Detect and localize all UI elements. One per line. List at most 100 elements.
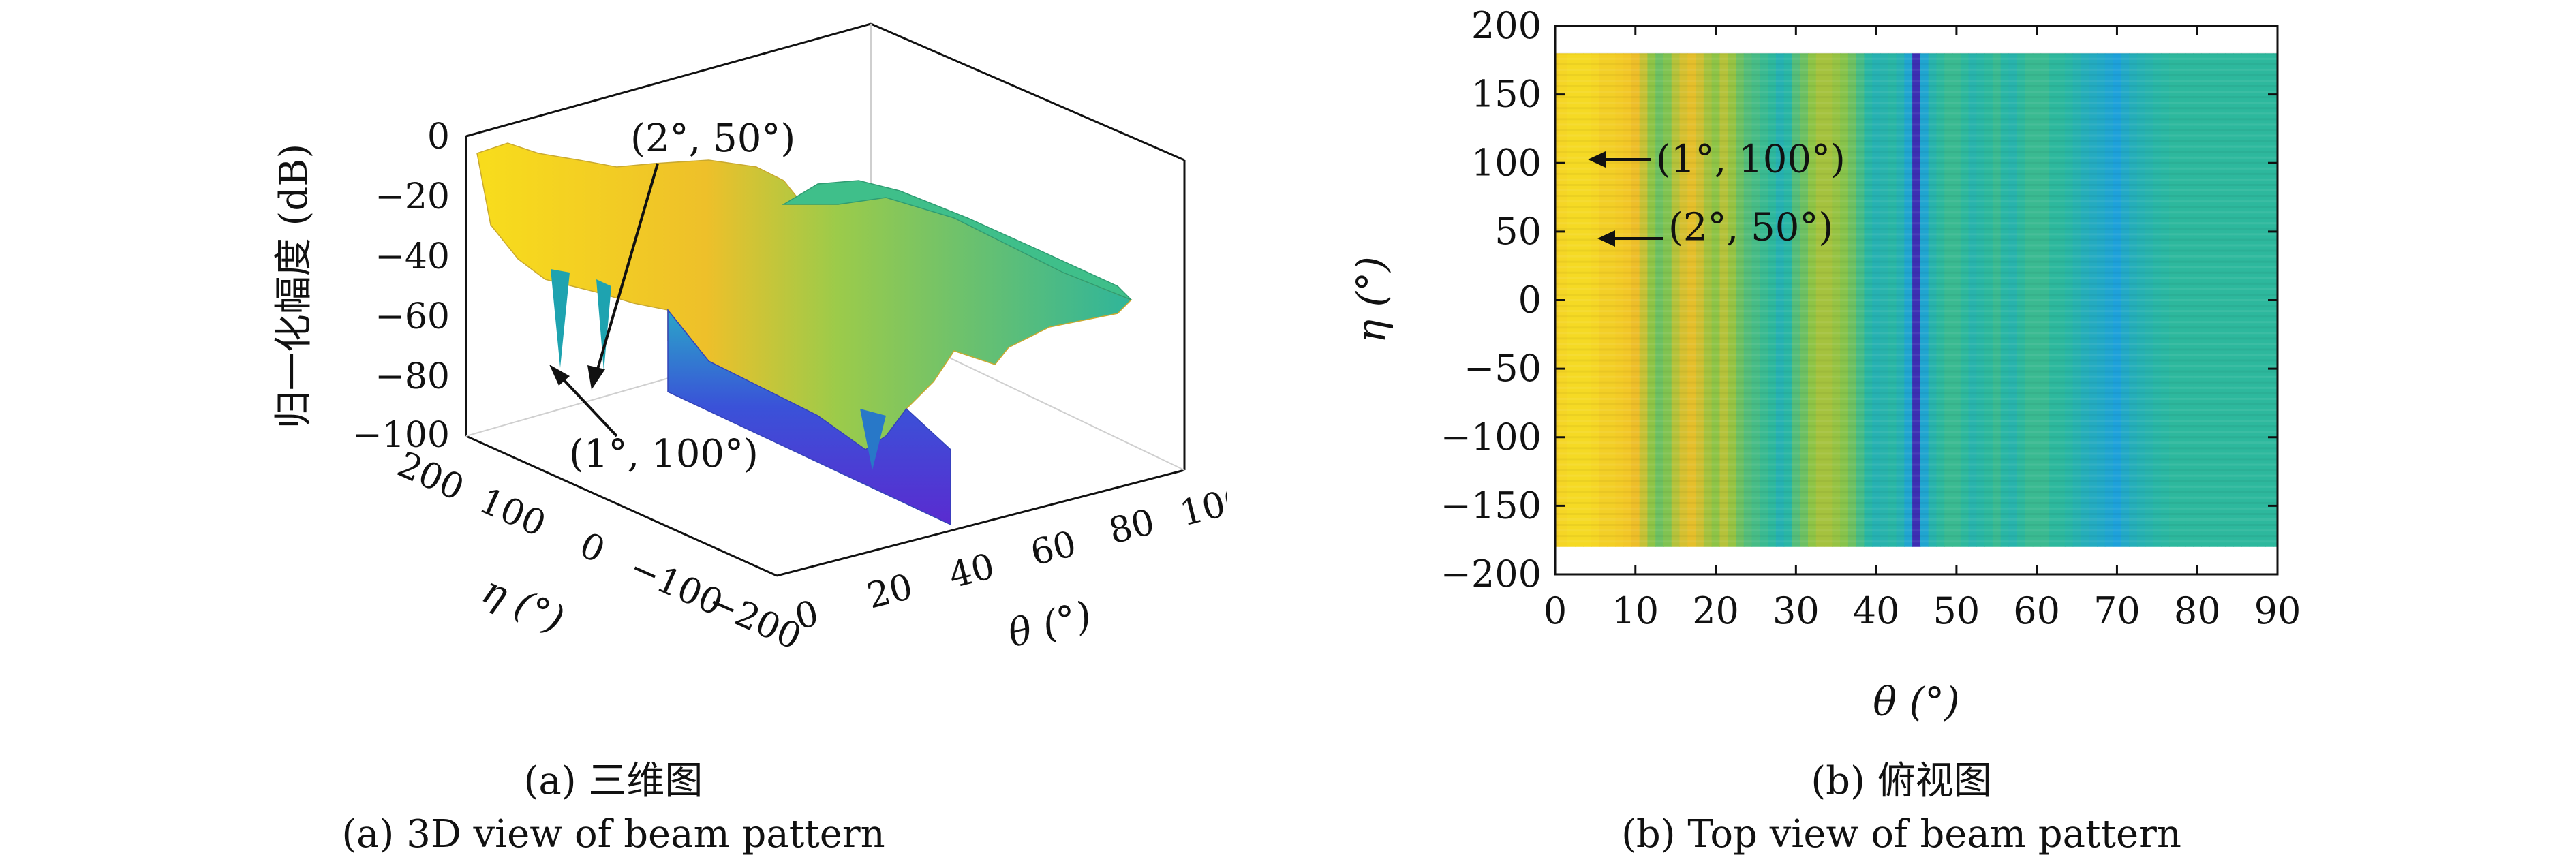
heatmap-band bbox=[1864, 53, 1873, 547]
y-tick-label: 100 bbox=[1471, 141, 1542, 184]
heatmap-band bbox=[1800, 53, 1809, 547]
z-tick: −80 bbox=[375, 356, 450, 397]
heatmap-band bbox=[1792, 53, 1800, 547]
heatmap-band bbox=[2145, 53, 2154, 547]
heatmap-band bbox=[1880, 53, 1889, 547]
x-tick-label: 10 bbox=[1612, 589, 1659, 632]
heatmap-band bbox=[2072, 53, 2082, 547]
heatmap-band bbox=[2233, 53, 2242, 547]
heatmap-band bbox=[1743, 53, 1753, 547]
y-tick-label: 50 bbox=[1494, 210, 1542, 253]
heatmap-band bbox=[2081, 53, 2089, 547]
heatmap-band bbox=[2169, 53, 2178, 547]
z-tick: −20 bbox=[375, 176, 450, 217]
heatmap-band bbox=[2008, 53, 2017, 547]
heatmap-band bbox=[2104, 53, 2114, 547]
eta-tick: −200 bbox=[701, 581, 807, 658]
y-tick-label: 0 bbox=[1518, 279, 1542, 322]
heatmap-band bbox=[1832, 53, 1841, 547]
theta-tick: 40 bbox=[945, 546, 999, 596]
heatmap-band bbox=[1679, 53, 1688, 547]
heatmap-band bbox=[1992, 53, 2002, 547]
theta-axis-label: θ (°) bbox=[1004, 593, 1096, 657]
heatmap-bands bbox=[1555, 53, 2278, 547]
z-tick: 0 bbox=[427, 117, 450, 157]
heatmap-band bbox=[2040, 53, 2049, 547]
heatmap-band bbox=[1775, 53, 1785, 547]
caption-b-en: (b) Top view of beam pattern bbox=[1621, 812, 2181, 856]
heatmap-band bbox=[2209, 53, 2218, 547]
heatmap-band bbox=[1719, 53, 1728, 547]
y-tick-label: −200 bbox=[1441, 553, 1542, 595]
heatmap-band bbox=[2136, 53, 2146, 547]
heatmap-band bbox=[1703, 53, 1713, 547]
heatmap-band bbox=[2089, 53, 2098, 547]
heatmap-band bbox=[1928, 53, 1937, 547]
annotations-2d: (1°, 100°) (2°, 50°) bbox=[1588, 138, 1845, 250]
heatmap-band bbox=[2177, 53, 2186, 547]
x-tick-label: 60 bbox=[2013, 589, 2060, 632]
heatmap-band bbox=[2225, 53, 2234, 547]
heatmap-band bbox=[1575, 53, 1584, 547]
heatmap-band bbox=[2064, 53, 2074, 547]
x-tick-label: 50 bbox=[1933, 589, 1980, 632]
y-tick-label: −50 bbox=[1464, 347, 1542, 390]
z-axis-label: 归一化幅度 (dB) bbox=[272, 144, 316, 429]
heatmap-band bbox=[1728, 53, 1736, 547]
annotations-3d: (2°, 50°) (1°, 100°) bbox=[549, 117, 795, 476]
theta-axis-3d: 0 20 40 60 80 100 θ (°) bbox=[791, 478, 1227, 656]
heatmap-band bbox=[2185, 53, 2194, 547]
heatmap-band bbox=[1655, 53, 1664, 547]
heatmap-band bbox=[1696, 53, 1704, 547]
theta-tick: 80 bbox=[1105, 501, 1159, 552]
heatmap-axes: 0 10 20 30 40 50 60 70 80 90 200 150 100 50 0 −50 −100 −1… bbox=[1441, 4, 2301, 632]
x-tick-label: 40 bbox=[1853, 589, 1900, 632]
heatmap-band bbox=[1647, 53, 1656, 547]
heatmap-band bbox=[1984, 53, 1993, 547]
x-tick-label: 80 bbox=[2174, 589, 2221, 632]
heatmap-band bbox=[2241, 53, 2250, 547]
heatmap-band bbox=[1615, 53, 1624, 547]
caption-a-cn: (a) 三维图 bbox=[523, 759, 703, 803]
heatmap-band bbox=[2201, 53, 2210, 547]
heatmap-band bbox=[1888, 53, 1897, 547]
axes-box bbox=[465, 22, 1186, 577]
heatmap-band bbox=[2193, 53, 2202, 547]
heatmap-band bbox=[1671, 53, 1681, 547]
heatmap-band bbox=[1623, 53, 1632, 547]
annotation-label: (1°, 100°) bbox=[569, 432, 758, 476]
heatmap-band bbox=[2113, 53, 2121, 547]
annotation-label: (2°, 50°) bbox=[630, 117, 795, 161]
heatmap-band bbox=[2025, 53, 2034, 547]
heatmap-band bbox=[1783, 53, 1793, 547]
heatmap-band bbox=[1808, 53, 1817, 547]
heatmap-band bbox=[1687, 53, 1696, 547]
heatmap-band bbox=[1768, 53, 1777, 547]
heatmap-band bbox=[1631, 53, 1640, 547]
y-tick-label: −150 bbox=[1441, 484, 1542, 527]
heatmap-panel: 0 10 20 30 40 50 60 70 80 90 200 150 100 50 0 −50 −100 −1… bbox=[1348, 4, 2301, 725]
z-tick: −60 bbox=[375, 296, 450, 337]
heatmap-band bbox=[2049, 53, 2057, 547]
heatmap-band bbox=[1968, 53, 1977, 547]
heatmap-band bbox=[1847, 53, 1857, 547]
surface-3d-panel: 0 −20 −40 −60 −80 −100 归一化幅度 (dB) 200 10… bbox=[272, 22, 1227, 658]
z-tick: −40 bbox=[375, 236, 450, 277]
heatmap-band bbox=[2129, 53, 2138, 547]
caption-b: (b) 俯视图 (b) Top view of beam pattern bbox=[1227, 755, 2576, 861]
y-axis-label: η (°) bbox=[1348, 256, 1394, 343]
annotation-label: (2°, 50°) bbox=[1668, 206, 1833, 250]
y-tick-label: 200 bbox=[1471, 4, 1542, 47]
annotation-label: (1°, 100°) bbox=[1656, 138, 1845, 182]
heatmap-band bbox=[1936, 53, 1945, 547]
x-tick-label: 70 bbox=[2094, 589, 2141, 632]
heatmap-band bbox=[1952, 53, 1961, 547]
heatmap-texture bbox=[1555, 52, 2278, 543]
heatmap-band bbox=[1912, 53, 1921, 547]
heatmap-band bbox=[2032, 53, 2042, 547]
eta-tick: 100 bbox=[473, 480, 551, 545]
heatmap-band bbox=[1920, 53, 1929, 547]
theta-tick: 20 bbox=[863, 566, 917, 617]
eta-tick: 200 bbox=[391, 444, 470, 509]
heatmap-band bbox=[1944, 53, 1953, 547]
